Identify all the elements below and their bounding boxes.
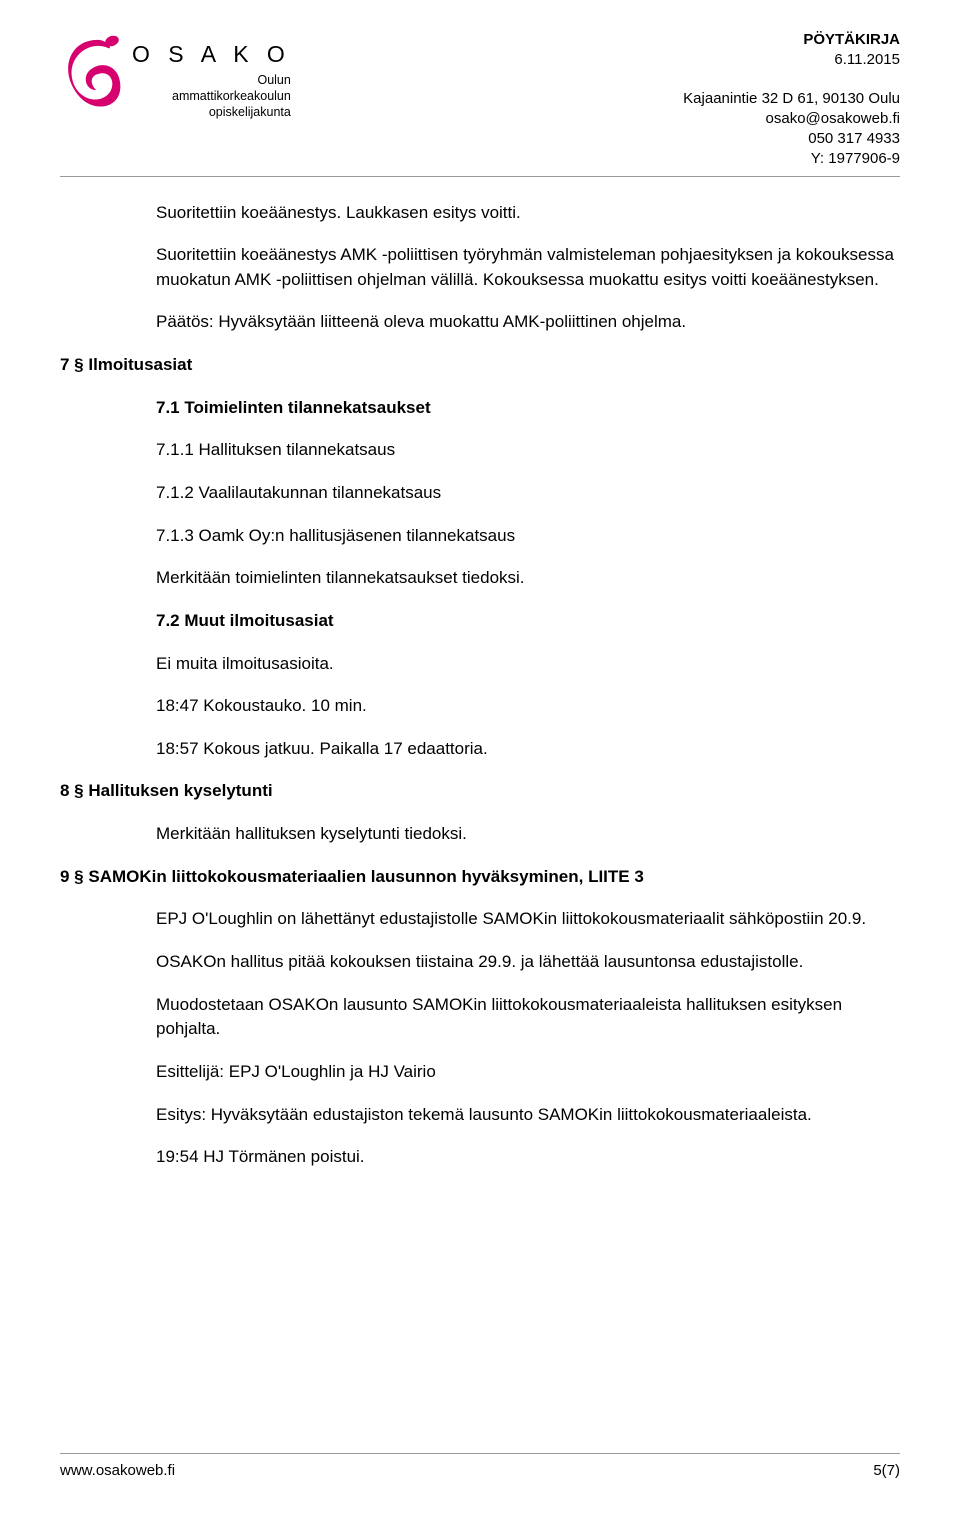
phone-line: 050 317 4933 [683,129,900,149]
logo-subtitle: Oulun ammattikorkeakoulun opiskelijakunt… [136,73,291,120]
paragraph: 7.1.3 Oamk Oy:n hallitusjäsenen tilannek… [156,524,898,549]
section-9-heading: 9 § SAMOKin liittokokousmateriaalien lau… [60,865,898,890]
paragraph: EPJ O'Loughlin on lähettänyt edustajisto… [156,907,898,932]
address-block: Kajaanintie 32 D 61, 90130 Oulu osako@os… [683,89,900,170]
doc-date: 6.11.2015 [683,50,900,70]
paragraph: Merkitään toimielinten tilannekatsaukset… [156,566,898,591]
yid-line: Y: 1977906-9 [683,149,900,169]
address-line: Kajaanintie 32 D 61, 90130 Oulu [683,89,900,109]
paragraph: 19:54 HJ Törmänen poistui. [156,1145,898,1170]
section-7-heading: 7 § Ilmoitusasiat [60,353,898,378]
footer-url: www.osakoweb.fi [60,1460,175,1482]
header-meta: PÖYTÄKIRJA 6.11.2015 Kajaanintie 32 D 61… [683,30,900,170]
body-content: Suoritettiin koeäänestys. Laukkasen esit… [60,201,900,1170]
paragraph: Esittelijä: EPJ O'Loughlin ja HJ Vairio [156,1060,898,1085]
header: O S A K O Oulun ammattikorkeakoulun opis… [60,30,900,170]
logo-swirl-icon [60,30,134,126]
logo-letters: O S A K O [132,38,291,71]
paragraph: Suoritettiin koeäänestys AMK -poliittise… [156,243,898,292]
doc-title: PÖYTÄKIRJA [683,30,900,50]
subsection-7-1: 7.1 Toimielinten tilannekatsaukset [156,396,898,421]
paragraph: Suoritettiin koeäänestys. Laukkasen esit… [156,201,898,226]
document-page: O S A K O Oulun ammattikorkeakoulun opis… [0,0,960,1500]
paragraph: 18:57 Kokous jatkuu. Paikalla 17 edaatto… [156,737,898,762]
paragraph: Päätös: Hyväksytään liitteenä oleva muok… [156,310,898,335]
email-line: osako@osakoweb.fi [683,109,900,129]
paragraph: OSAKOn hallitus pitää kokouksen tiistain… [156,950,898,975]
section-8-heading: 8 § Hallituksen kyselytunti [60,779,898,804]
paragraph: Esitys: Hyväksytään edustajiston tekemä … [156,1103,898,1128]
footer-page-number: 5(7) [873,1460,900,1482]
subsection-7-2: 7.2 Muut ilmoitusasiat [156,609,898,634]
paragraph: Ei muita ilmoitusasioita. [156,652,898,677]
logo-block: O S A K O Oulun ammattikorkeakoulun opis… [60,30,291,126]
header-divider [60,176,900,177]
paragraph: 7.1.1 Hallituksen tilannekatsaus [156,438,898,463]
paragraph: 18:47 Kokoustauko. 10 min. [156,694,898,719]
paragraph: 7.1.2 Vaalilautakunnan tilannekatsaus [156,481,898,506]
paragraph: Merkitään hallituksen kyselytunti tiedok… [156,822,898,847]
logo-text: O S A K O Oulun ammattikorkeakoulun opis… [136,30,291,120]
footer: www.osakoweb.fi 5(7) [60,1453,900,1482]
paragraph: Muodostetaan OSAKOn lausunto SAMOKin lii… [156,993,898,1042]
